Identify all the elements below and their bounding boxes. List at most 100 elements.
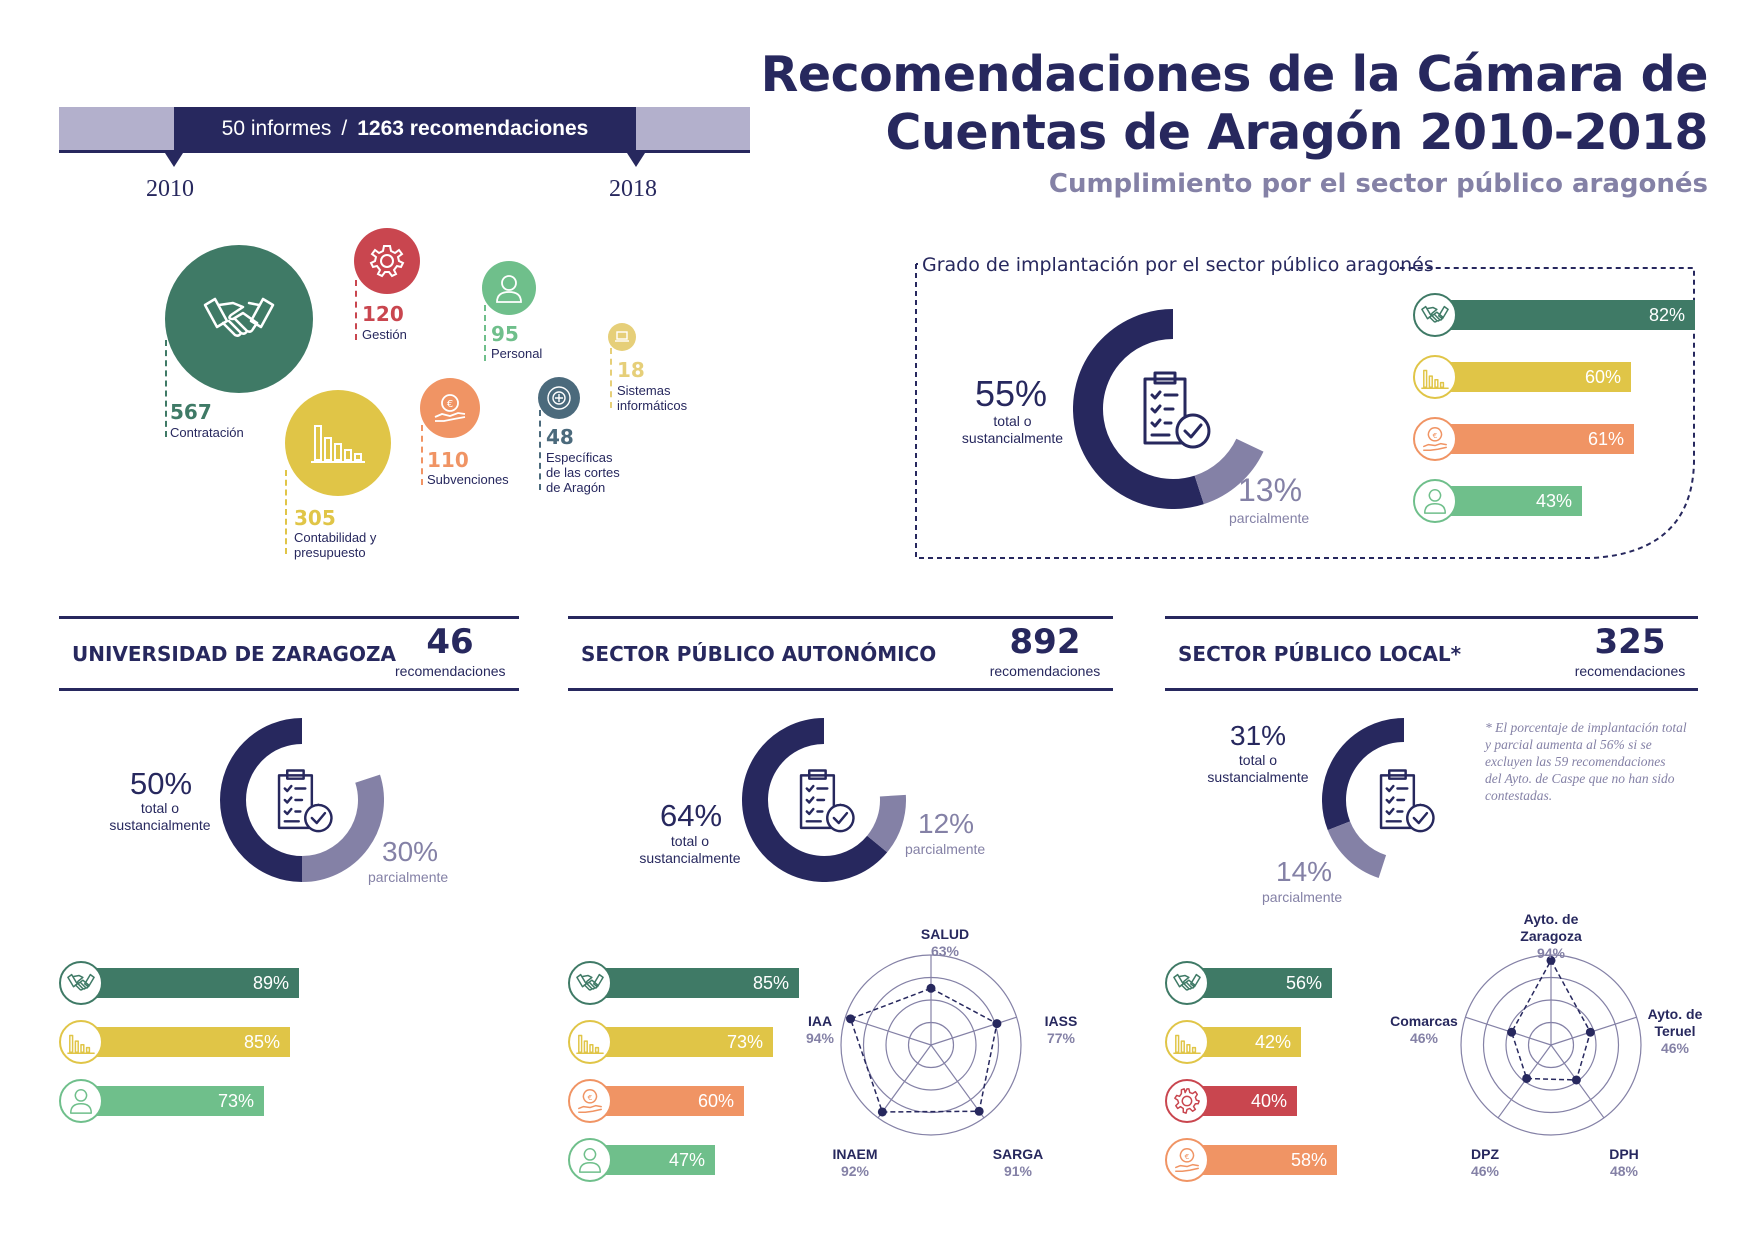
radar-point [1507, 1027, 1517, 1037]
autonomico-count: 892 [1009, 622, 1081, 662]
euro-hand-icon: € [1423, 427, 1447, 451]
sistemas-value: 18 [617, 358, 645, 382]
radar-axis [877, 1044, 932, 1119]
personal-label: Personal [491, 346, 543, 361]
sistemas-label: Sistemas informáticos [617, 383, 688, 413]
year-end: 2018 [609, 176, 657, 202]
local-partial-pct: 14% [1276, 856, 1333, 887]
year-start: 2010 [146, 176, 194, 202]
autonomico-total-pct: 64% [660, 798, 723, 833]
universidad-count: 46 [426, 622, 474, 662]
svg-text:€: € [447, 399, 453, 410]
universidad-bottom-line [59, 688, 519, 691]
progress-bar: 85% [81, 1027, 290, 1057]
bar-icon-badge [568, 1138, 612, 1182]
grado-total-label: total o sustancialmente [961, 413, 1064, 446]
gear-icon [369, 245, 405, 278]
timeline-line [59, 150, 750, 153]
autonomico-partial-pct: 12% [918, 808, 975, 839]
radar-label-ayto-teruel: Ayto. de Teruel 46% [1647, 1006, 1703, 1056]
bar-value: 61% [1587, 428, 1624, 449]
euro-hand-icon: € [434, 394, 466, 422]
radar-point [974, 1106, 984, 1116]
bar-value: 47% [668, 1149, 705, 1170]
local-top-line [1165, 616, 1698, 619]
bar-value: 60% [697, 1090, 734, 1111]
bar-value: 43% [1535, 490, 1572, 511]
bar-icon-badge: € [1165, 1138, 1209, 1182]
bar-value: 56% [1285, 972, 1322, 993]
sistemas-bubble [608, 323, 636, 351]
gestion-bubble [354, 228, 420, 294]
radar-label-dpz: DPZ 46% [1470, 1146, 1500, 1179]
bar-chart-icon [311, 425, 365, 463]
progress-bar: 73% [81, 1086, 264, 1116]
timeline-summary: 50 informes / 1263 recomendaciones [174, 107, 636, 150]
bar-icon-badge [59, 1079, 103, 1123]
bar-chart-icon [1421, 369, 1449, 389]
bar-chart-icon [1173, 1034, 1201, 1054]
especificas-label: Específicas de las cortes de Aragón [546, 450, 620, 495]
personal-dash [484, 305, 486, 361]
donut-partial-arc [866, 794, 906, 853]
local-total-pct: 31% [1230, 720, 1287, 751]
autonomico-radar [840, 954, 1022, 1136]
bar-value: 58% [1290, 1149, 1327, 1170]
person-icon [1423, 489, 1447, 514]
bar-value: 82% [1648, 304, 1685, 325]
bar-icon-badge [1413, 479, 1457, 523]
donut-chart [1073, 309, 1264, 509]
grado-donut [1073, 309, 1273, 514]
grado-panel-border [915, 263, 1695, 559]
subvenciones-dash [421, 425, 423, 485]
radar-point [1546, 955, 1556, 965]
local-count: 325 [1594, 622, 1666, 662]
handshake-icon [203, 297, 275, 337]
radar-point [1571, 1075, 1581, 1085]
donut-chart [742, 718, 906, 882]
bar-icon-badge [568, 961, 612, 1005]
radar-point [877, 1107, 887, 1117]
bar-icon-badge [1165, 1079, 1209, 1123]
bar-icon-badge: € [568, 1079, 612, 1123]
donut-partial-arc [301, 774, 384, 882]
autonomico-top-line [568, 616, 1113, 619]
radar-point [846, 1014, 856, 1024]
subvenciones-bubble: € [420, 378, 480, 438]
donut-chart [1322, 718, 1435, 878]
progress-bar: 43% [1435, 486, 1582, 516]
person-icon [69, 1089, 93, 1114]
radar-axis [930, 1044, 985, 1119]
sistemas-dash [610, 348, 612, 408]
separator: / [341, 116, 348, 140]
subvenciones-label: Subvenciones [427, 472, 509, 487]
radar-axis [930, 1016, 1017, 1046]
radar-label-comarcas: Comarcas 46% [1390, 1013, 1458, 1046]
bar-value: 42% [1254, 1031, 1291, 1052]
informes-count: 50 informes [221, 116, 332, 140]
clipboard-check-icon [1379, 769, 1435, 833]
bar-icon-badge [1413, 293, 1457, 337]
emblem-icon [547, 386, 571, 410]
title-line-2: Cuentas de Aragón 2010-2018 [885, 104, 1709, 161]
contratacion-bubble [165, 245, 313, 393]
radar-label-sarga: SARGA 91% [992, 1146, 1044, 1179]
handshake-icon [1421, 305, 1449, 323]
personal-value: 95 [491, 322, 519, 346]
local-title: SECTOR PÚBLICO LOCAL* [1178, 642, 1462, 666]
universidad-count-label: recomendaciones [395, 663, 506, 679]
universidad-donut [220, 718, 384, 887]
bar-icon-badge [1413, 355, 1457, 399]
bar-value: 85% [752, 972, 789, 993]
universidad-partial-pct: 30% [382, 836, 439, 867]
gear-icon [1174, 1088, 1200, 1114]
bar-value: 60% [1584, 366, 1621, 387]
autonomico-title: SECTOR PÚBLICO AUTONÓMICO [581, 642, 937, 666]
local-partial-label: parcialmente [1262, 889, 1343, 905]
timeline-marker-end [627, 153, 645, 167]
clipboard-check-icon [1143, 371, 1211, 449]
radar-label-dph: DPH 48% [1609, 1146, 1639, 1179]
radar-polygon [1510, 958, 1592, 1081]
universidad-partial-label: parcialmente [368, 869, 449, 885]
autonomico-partial-label: parcialmente [905, 841, 986, 857]
